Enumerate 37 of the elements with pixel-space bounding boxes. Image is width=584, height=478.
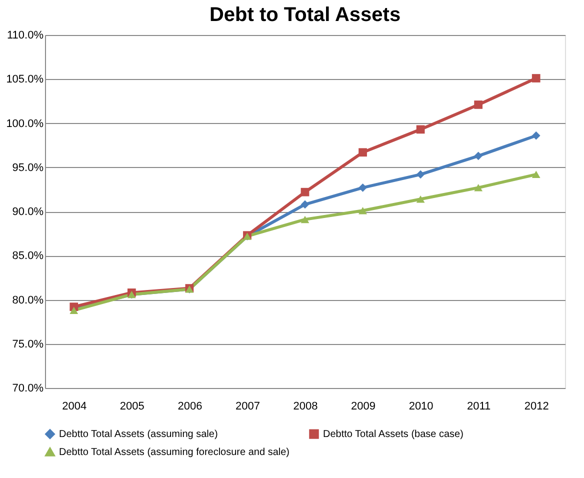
y-tick-label: 100.0% [6,118,44,130]
point [474,152,483,160]
y-tick-label: 70.0% [12,382,44,394]
y-tick-label: 90.0% [12,206,44,218]
x-tick-label: 2006 [178,400,202,412]
point [532,131,540,140]
point [358,183,367,192]
y-tick-label: 75.0% [12,338,44,350]
y-tick-label: 105.0% [6,74,44,86]
point [300,200,310,209]
point [300,188,310,196]
x-tick-label: 2009 [351,400,376,412]
y-tick-label: 110.0% [7,30,44,42]
point [416,125,425,134]
point [416,196,425,203]
point [300,216,310,224]
point [358,148,367,157]
y-tick-label: 80.0% [12,294,44,306]
point [532,74,540,82]
x-tick-label: 2012 [524,400,549,412]
x-tick-label: 2005 [120,400,144,412]
point [474,184,483,192]
legend-label: Debtto Total Assets (assuming sale) [59,429,218,440]
x-tick-label: 2007 [235,400,260,412]
x-tick-label: 2010 [408,400,434,412]
point [474,100,483,109]
legend-label: Debtto Total Assets (assuming foreclosure and sale) [59,447,290,458]
legend-label: Debtto Total Assets (base case) [323,429,464,440]
point [416,170,425,179]
chart-title: Debt to Total Assets [209,4,401,26]
x-tick-label: 2004 [62,400,87,412]
x-tick-label: 2011 [467,400,491,412]
point [532,170,540,178]
y-tick-label: 95.0% [12,162,44,174]
y-tick-label: 85.0% [12,250,44,262]
point [358,206,367,214]
x-tick-label: 2008 [293,400,318,412]
